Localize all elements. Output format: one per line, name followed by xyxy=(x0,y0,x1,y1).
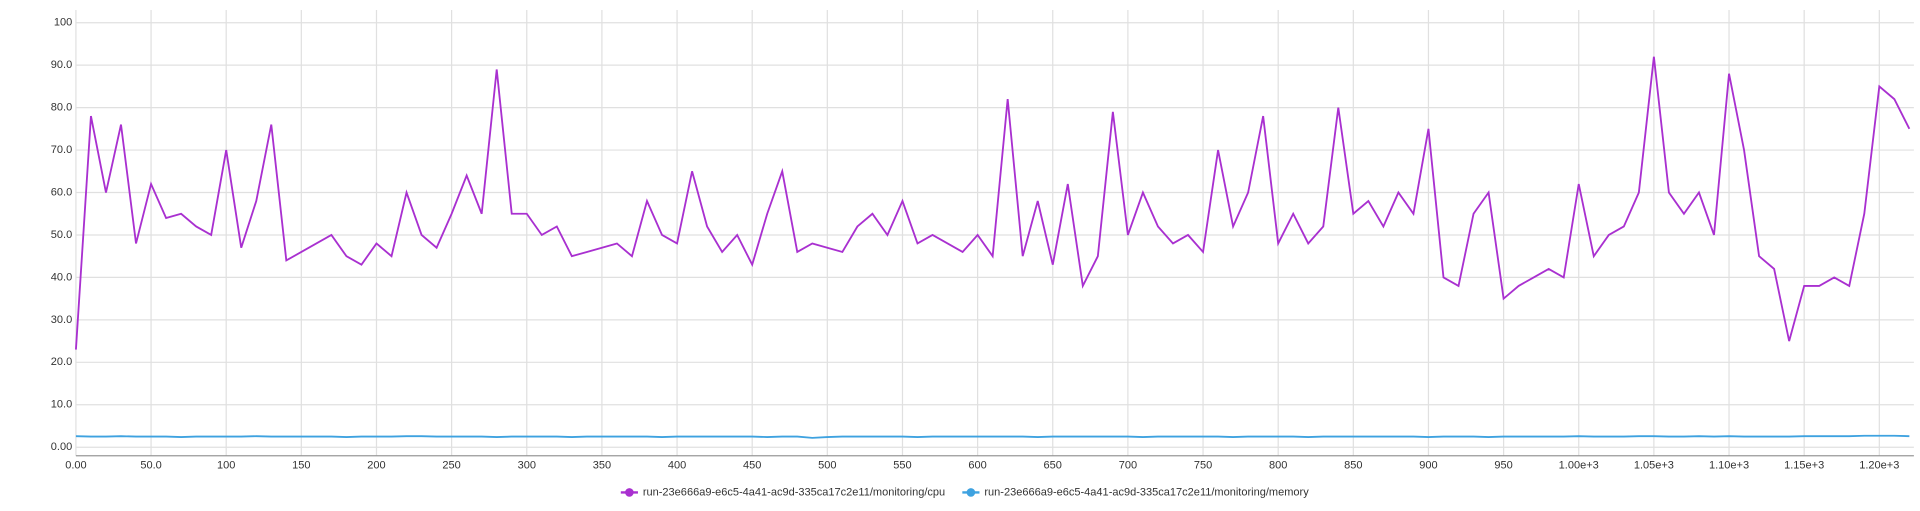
y-tick-label: 100 xyxy=(54,17,72,29)
x-tick-label: 1.05e+3 xyxy=(1634,459,1674,471)
series-line xyxy=(75,56,1911,350)
y-tick-label: 10.0 xyxy=(51,399,72,411)
x-tick-label: 1.15e+3 xyxy=(1784,459,1824,471)
legend-label: run-23e666a9-e6c5-4a41-ac9d-335ca17c2e11… xyxy=(984,486,1309,498)
x-tick-label: 500 xyxy=(818,459,836,471)
x-tick-label: 950 xyxy=(1494,459,1512,471)
x-tick-label: 550 xyxy=(893,459,911,471)
x-tick-label: 800 xyxy=(1269,459,1287,471)
x-tick-label: 400 xyxy=(668,459,686,471)
x-tick-label: 300 xyxy=(518,459,536,471)
y-tick-label: 60.0 xyxy=(51,186,72,198)
legend-label: run-23e666a9-e6c5-4a41-ac9d-335ca17c2e11… xyxy=(643,486,945,498)
x-tick-label: 900 xyxy=(1419,459,1437,471)
x-tick-label: 450 xyxy=(743,459,761,471)
x-tick-label: 1.10e+3 xyxy=(1709,459,1749,471)
x-tick-label: 50.0 xyxy=(140,459,161,471)
y-tick-label: 20.0 xyxy=(51,356,72,368)
x-tick-label: 150 xyxy=(292,459,310,471)
legend-marker xyxy=(966,488,976,497)
x-tick-label: 1.20e+3 xyxy=(1859,459,1899,471)
x-tick-label: 250 xyxy=(442,459,460,471)
x-tick-label: 600 xyxy=(968,459,986,471)
y-tick-label: 70.0 xyxy=(51,144,72,156)
x-tick-label: 850 xyxy=(1344,459,1362,471)
x-tick-label: 700 xyxy=(1119,459,1137,471)
y-tick-label: 30.0 xyxy=(51,314,72,326)
x-tick-label: 650 xyxy=(1044,459,1062,471)
x-tick-label: 1.00e+3 xyxy=(1559,459,1599,471)
legend: run-23e666a9-e6c5-4a41-ac9d-335ca17c2e11… xyxy=(620,486,1309,498)
y-tick-label: 80.0 xyxy=(51,102,72,114)
legend-marker xyxy=(625,488,634,497)
y-tick-label: 40.0 xyxy=(51,271,72,283)
x-tick-label: 200 xyxy=(367,459,385,471)
x-tick-label: 750 xyxy=(1194,459,1212,471)
x-tick-label: 100 xyxy=(217,459,235,471)
y-tick-label: 50.0 xyxy=(51,229,72,241)
x-tick-label: 350 xyxy=(593,459,611,471)
x-tick-label: 0.00 xyxy=(65,459,86,471)
y-tick-label: 0.00 xyxy=(51,441,72,453)
y-tick-label: 90.0 xyxy=(51,59,72,71)
series-line xyxy=(75,434,1910,439)
